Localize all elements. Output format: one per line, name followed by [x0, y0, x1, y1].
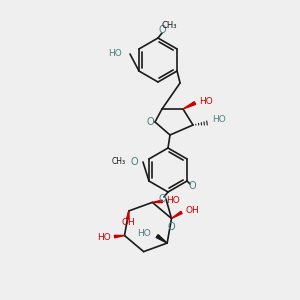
Text: O: O: [158, 25, 166, 35]
Text: O: O: [158, 194, 166, 204]
Text: O: O: [130, 157, 138, 167]
Text: HO: HO: [166, 196, 180, 205]
Text: HO: HO: [199, 97, 213, 106]
Text: O: O: [188, 181, 196, 191]
Polygon shape: [183, 102, 196, 109]
Polygon shape: [152, 200, 163, 203]
Text: CH₃: CH₃: [112, 158, 126, 166]
Text: HO: HO: [97, 233, 110, 242]
Text: O: O: [167, 222, 175, 232]
Text: HO: HO: [212, 116, 226, 124]
Text: OH: OH: [185, 206, 199, 215]
Polygon shape: [172, 212, 182, 218]
Polygon shape: [156, 235, 167, 243]
Polygon shape: [114, 235, 124, 238]
Text: HO: HO: [108, 50, 122, 58]
Text: OH: OH: [122, 218, 136, 227]
Text: O: O: [146, 117, 154, 127]
Text: HO: HO: [137, 229, 151, 238]
Polygon shape: [127, 211, 129, 219]
Text: CH₃: CH₃: [161, 22, 177, 31]
